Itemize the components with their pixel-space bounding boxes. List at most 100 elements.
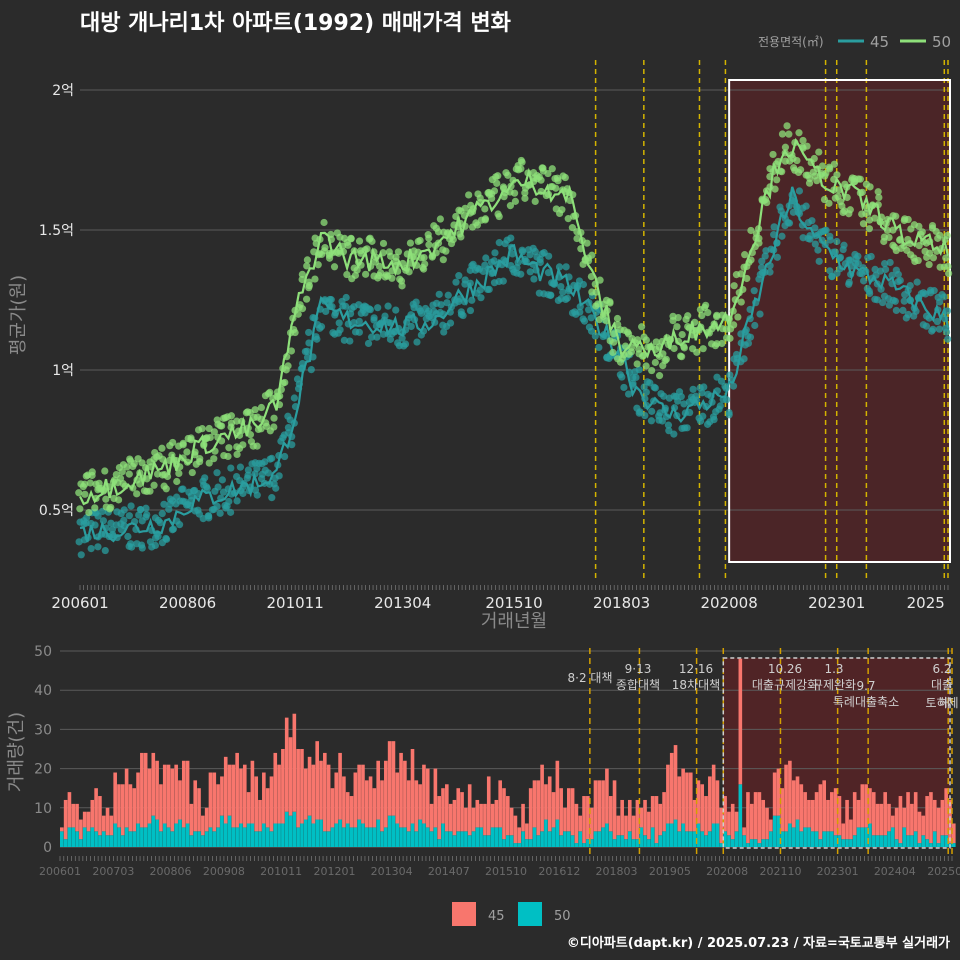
data-point-50	[150, 481, 158, 489]
bar-45	[513, 815, 518, 844]
bar-45	[769, 819, 773, 832]
x-tick-label: 201612	[538, 865, 580, 878]
data-point-45	[873, 296, 881, 304]
bar-45	[445, 784, 449, 832]
bar-45	[688, 772, 693, 832]
legend-label-45: 45	[870, 33, 889, 51]
bar-45	[620, 799, 624, 836]
x-tick-label: 202008	[701, 594, 758, 612]
bar-45	[242, 764, 247, 828]
bar-45	[551, 792, 556, 828]
bar-50	[231, 827, 236, 847]
data-point-45	[773, 253, 781, 261]
bar-50	[170, 831, 175, 847]
data-point-45	[517, 270, 525, 278]
y-tick-label: 1억	[52, 363, 74, 379]
bar-45	[208, 772, 213, 828]
data-point-45	[335, 319, 343, 327]
data-point-50	[130, 460, 138, 468]
bar-45	[822, 780, 826, 832]
bar-45	[170, 768, 175, 832]
data-point-50	[311, 275, 319, 283]
bar-50	[582, 843, 586, 847]
data-point-50	[314, 261, 322, 269]
bar-45	[227, 764, 232, 816]
data-point-45	[374, 304, 382, 312]
data-point-50	[521, 189, 529, 197]
data-point-45	[766, 268, 774, 276]
bar-50	[262, 823, 266, 847]
bar-45	[185, 760, 190, 824]
data-point-50	[655, 372, 664, 380]
data-point-45	[854, 260, 862, 268]
bar-50	[525, 839, 529, 847]
data-point-50	[785, 130, 793, 138]
bar-45	[837, 796, 842, 836]
bar-45	[540, 764, 544, 832]
data-point-45	[373, 333, 381, 341]
bar-45	[677, 776, 682, 832]
data-point-45	[507, 234, 515, 242]
bar-50	[357, 819, 361, 847]
data-point-45	[94, 543, 102, 551]
bar-50	[700, 831, 705, 847]
bar-50	[875, 835, 880, 847]
bar-50	[342, 827, 346, 847]
data-point-50	[846, 206, 854, 214]
bar-45	[719, 807, 724, 844]
data-point-45	[899, 306, 907, 315]
data-point-45	[225, 497, 233, 506]
bar-50	[269, 831, 274, 847]
bar-45	[403, 760, 407, 828]
data-point-45	[677, 393, 685, 401]
bar-45	[852, 792, 857, 836]
bar-45	[635, 799, 640, 840]
bar-50	[620, 835, 624, 847]
data-point-50	[434, 228, 443, 236]
x-tick-label: 201407	[428, 865, 470, 878]
bar-50	[647, 839, 651, 847]
data-point-45	[717, 377, 726, 385]
bar-50	[578, 831, 583, 847]
data-point-45	[99, 517, 107, 525]
data-point-45	[894, 270, 902, 279]
data-point-45	[154, 532, 162, 540]
bar-50	[906, 835, 910, 847]
bar-45	[746, 792, 750, 844]
bar-50	[406, 831, 411, 847]
data-point-50	[210, 428, 218, 436]
data-point-50	[583, 239, 591, 247]
data-point-50	[904, 215, 912, 224]
y-tick-label: 0.5억	[39, 503, 74, 519]
bar-50	[616, 835, 621, 847]
data-point-45	[151, 541, 159, 550]
data-point-50	[875, 193, 883, 202]
data-point-50	[610, 338, 618, 346]
bar-45	[464, 807, 468, 832]
data-point-50	[425, 241, 433, 249]
bar-45	[593, 780, 598, 832]
bar-45	[452, 799, 457, 836]
bar-45	[944, 788, 948, 836]
bar-45	[284, 717, 289, 812]
bar-45	[875, 803, 880, 836]
bar-45	[323, 752, 327, 832]
data-point-50	[795, 129, 803, 137]
data-point-50	[320, 218, 328, 227]
y-tick-label: 50	[34, 644, 52, 660]
data-point-50	[136, 480, 144, 488]
bar-45	[765, 807, 769, 840]
data-point-45	[761, 252, 769, 260]
x-tick-label: 201510	[485, 594, 542, 612]
bar-45	[841, 823, 846, 840]
data-point-45	[127, 502, 135, 510]
bar-50	[871, 835, 876, 847]
data-point-45	[355, 317, 363, 325]
data-point-45	[776, 203, 784, 211]
bar-50	[769, 831, 773, 847]
bar-45	[372, 788, 377, 828]
bar-50	[704, 835, 708, 847]
bar-50	[765, 839, 769, 847]
data-point-45	[664, 421, 673, 429]
data-point-45	[526, 251, 534, 259]
